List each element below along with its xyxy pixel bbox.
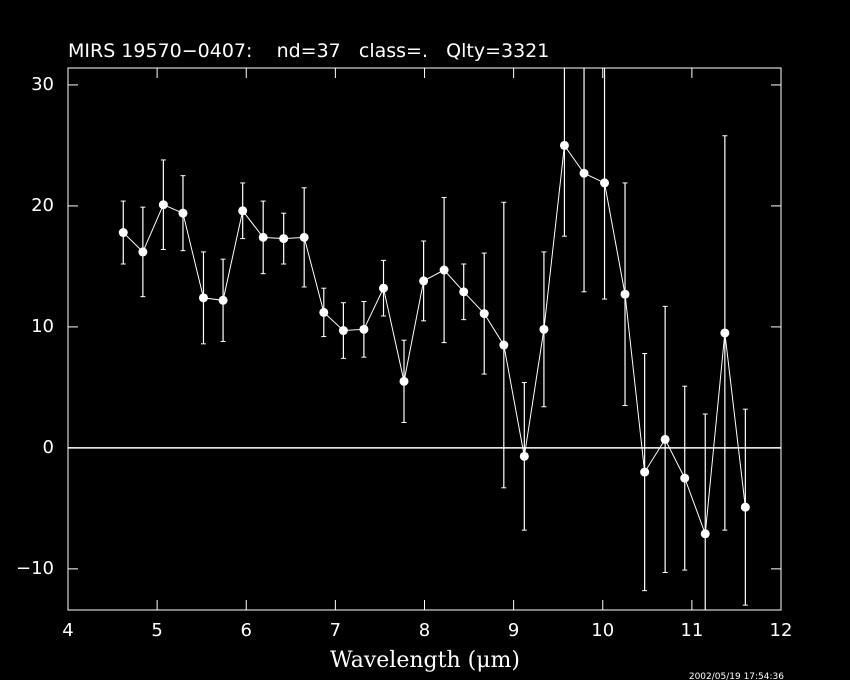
plot-area	[118, 68, 750, 610]
data-point	[218, 295, 228, 305]
data-point	[118, 228, 128, 238]
data-point	[379, 283, 389, 293]
x-axis-label: Wavelength (μm)	[330, 648, 520, 673]
data-point	[740, 502, 750, 512]
data-point	[720, 328, 730, 338]
data-point	[579, 168, 589, 178]
data-point	[359, 324, 369, 334]
data-point	[620, 289, 630, 299]
x-tick-label: 10	[591, 620, 614, 641]
x-tick-label: 8	[419, 620, 430, 641]
x-tick-label: 7	[330, 620, 341, 641]
data-point	[539, 324, 549, 334]
chart-title: MIRS 19570−0407: nd=37 class=. Qlty=3321	[68, 40, 549, 62]
x-tick-label: 4	[62, 620, 73, 641]
timestamp: 2002/05/19 17:54:36	[689, 672, 784, 680]
data-point	[559, 140, 569, 150]
data-point	[399, 376, 409, 386]
x-tick-label: 6	[241, 620, 252, 641]
data-point	[198, 293, 208, 303]
data-point	[680, 473, 690, 483]
data-point	[299, 232, 309, 242]
data-line	[122, 144, 746, 534]
y-tick-label: 0	[43, 437, 54, 458]
data-point	[138, 247, 148, 257]
y-tick-label: −10	[16, 558, 54, 579]
data-point	[319, 307, 329, 317]
y-tick-label: 10	[31, 316, 54, 337]
data-point	[158, 200, 168, 210]
data-point	[338, 326, 348, 336]
data-point	[499, 340, 509, 350]
data-point	[439, 265, 449, 275]
y-tick-label: 20	[31, 195, 54, 216]
data-point	[238, 206, 248, 216]
data-point	[700, 529, 710, 539]
y-tick-label: 30	[31, 74, 54, 95]
data-point	[660, 434, 670, 444]
data-point	[279, 234, 289, 244]
data-point	[519, 451, 529, 461]
data-point	[600, 178, 610, 188]
data-point	[419, 276, 429, 286]
x-tick-label: 9	[508, 620, 519, 641]
data-point	[178, 208, 188, 218]
plot-frame	[67, 67, 782, 611]
x-tick-label: 12	[770, 620, 793, 641]
data-point	[258, 232, 268, 242]
x-tick-label: 5	[151, 620, 162, 641]
data-point	[640, 467, 650, 477]
data-point	[479, 309, 489, 319]
data-point	[459, 287, 469, 297]
x-tick-label: 11	[680, 620, 703, 641]
